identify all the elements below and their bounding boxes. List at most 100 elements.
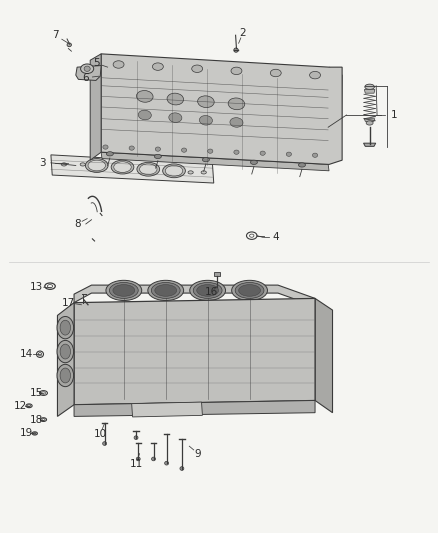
Text: 16: 16	[205, 287, 218, 297]
Ellipse shape	[169, 113, 182, 123]
Ellipse shape	[192, 65, 203, 72]
Ellipse shape	[310, 71, 321, 79]
Ellipse shape	[113, 61, 124, 68]
Ellipse shape	[232, 280, 268, 301]
Text: 12: 12	[14, 401, 27, 411]
Ellipse shape	[312, 153, 318, 157]
Text: 15: 15	[30, 388, 43, 398]
Polygon shape	[74, 285, 315, 306]
Polygon shape	[132, 402, 202, 417]
Ellipse shape	[180, 467, 184, 471]
Ellipse shape	[188, 171, 193, 174]
Ellipse shape	[129, 146, 134, 150]
Text: 4: 4	[272, 232, 279, 243]
Text: 14: 14	[19, 349, 33, 359]
Polygon shape	[214, 272, 220, 276]
Ellipse shape	[197, 285, 219, 296]
Ellipse shape	[154, 155, 161, 159]
Ellipse shape	[61, 163, 67, 166]
Ellipse shape	[102, 442, 106, 446]
Ellipse shape	[137, 91, 153, 102]
Ellipse shape	[190, 280, 226, 301]
Ellipse shape	[57, 365, 74, 386]
Ellipse shape	[113, 285, 135, 296]
Ellipse shape	[234, 150, 239, 154]
Ellipse shape	[235, 282, 264, 298]
Ellipse shape	[152, 457, 155, 461]
Ellipse shape	[365, 84, 374, 90]
Polygon shape	[328, 67, 342, 160]
Text: 18: 18	[30, 415, 43, 425]
Ellipse shape	[202, 158, 209, 162]
Ellipse shape	[81, 64, 94, 74]
Text: 2: 2	[240, 28, 246, 38]
Ellipse shape	[151, 282, 180, 298]
Ellipse shape	[165, 462, 169, 465]
Text: 3: 3	[39, 158, 46, 168]
Ellipse shape	[134, 436, 138, 440]
Text: 13: 13	[30, 282, 43, 292]
Ellipse shape	[106, 280, 142, 301]
Ellipse shape	[85, 159, 108, 172]
Ellipse shape	[152, 63, 163, 70]
Ellipse shape	[57, 317, 74, 339]
Text: 7: 7	[52, 30, 59, 41]
Ellipse shape	[60, 344, 71, 359]
Ellipse shape	[201, 171, 206, 174]
Polygon shape	[101, 54, 342, 165]
Ellipse shape	[251, 160, 258, 165]
Ellipse shape	[162, 164, 185, 177]
Ellipse shape	[137, 163, 159, 176]
Text: 9: 9	[195, 449, 201, 458]
Ellipse shape	[198, 96, 214, 108]
Polygon shape	[101, 152, 329, 171]
Ellipse shape	[138, 110, 151, 120]
Ellipse shape	[67, 43, 71, 47]
Text: 5: 5	[93, 59, 100, 68]
Ellipse shape	[270, 69, 281, 77]
Text: 1: 1	[390, 110, 397, 120]
Polygon shape	[57, 303, 74, 416]
Ellipse shape	[231, 67, 242, 75]
Ellipse shape	[110, 282, 138, 298]
Text: 6: 6	[82, 73, 89, 83]
Ellipse shape	[366, 121, 373, 125]
Polygon shape	[51, 155, 214, 183]
Ellipse shape	[165, 165, 183, 176]
Ellipse shape	[106, 152, 113, 156]
Ellipse shape	[155, 285, 177, 296]
Ellipse shape	[208, 149, 213, 154]
Ellipse shape	[103, 145, 108, 149]
Polygon shape	[364, 90, 375, 93]
Ellipse shape	[230, 118, 243, 127]
Polygon shape	[74, 400, 315, 416]
Ellipse shape	[80, 163, 85, 166]
Ellipse shape	[84, 66, 90, 71]
Ellipse shape	[60, 368, 71, 383]
Ellipse shape	[167, 93, 184, 105]
Ellipse shape	[181, 148, 187, 152]
Ellipse shape	[228, 98, 245, 110]
Ellipse shape	[298, 163, 305, 167]
Ellipse shape	[136, 457, 140, 461]
Ellipse shape	[114, 162, 131, 172]
Text: 8: 8	[74, 219, 81, 229]
Ellipse shape	[57, 341, 74, 363]
Ellipse shape	[140, 164, 157, 174]
Polygon shape	[90, 54, 101, 160]
Ellipse shape	[155, 147, 160, 151]
Polygon shape	[315, 298, 332, 413]
Text: 17: 17	[62, 297, 75, 308]
Text: 19: 19	[19, 429, 33, 439]
Ellipse shape	[60, 320, 71, 335]
Ellipse shape	[199, 116, 212, 125]
Polygon shape	[364, 143, 376, 147]
Ellipse shape	[234, 48, 238, 52]
Ellipse shape	[111, 160, 134, 174]
Ellipse shape	[193, 282, 222, 298]
Polygon shape	[76, 66, 101, 80]
Ellipse shape	[88, 160, 106, 171]
Text: 10: 10	[94, 429, 107, 439]
Text: 11: 11	[129, 459, 143, 469]
Polygon shape	[74, 298, 315, 405]
